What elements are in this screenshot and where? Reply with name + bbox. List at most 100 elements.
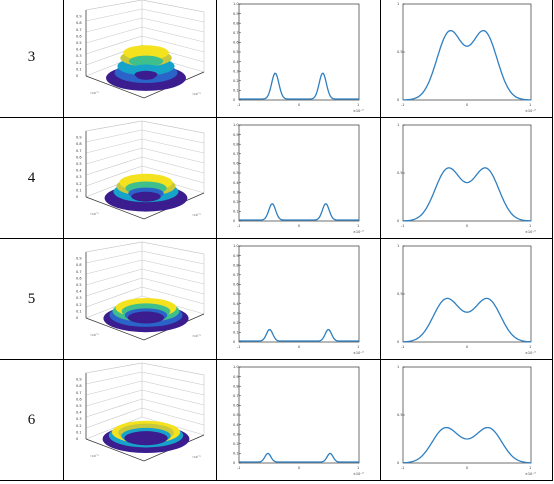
y-tick-label: 0 [233,461,235,465]
profile-cell: 0 0.1 0.2 0.3 0.4 0.5 0.6 0.7 0.8 0.9 1.0 -1 0 1 ×10⁻³ [216,238,381,360]
z-tick-label: 0.8 [76,263,82,267]
y-tick-label: 0.6 [233,162,239,166]
y-tick-label: 0.5 [397,50,403,54]
y-tick-label: 0.7 [233,152,239,156]
y-tick-label: 0 [233,98,235,102]
y-tick-label: 0.6 [233,283,239,287]
x-unit-label: ×10⁻³ [353,230,364,234]
z-tick-label: 0.5 [76,404,82,408]
profile-cell: 0 0.1 0.2 0.3 0.4 0.5 0.6 0.7 0.8 0.9 1.0 -1 0 1 ×10⁻³ [216,117,381,239]
y-tick-label: 0 [233,340,235,344]
z-tick-label: 0.7 [76,270,82,274]
x-tick-label: 0 [298,103,300,107]
y-tick-label: 1.0 [233,365,239,369]
table-row: 3 0 0.1 0.2 0.3 0.4 0.5 0.6 0.7 0.8 0.9 ×10⁻³ ×10⁻³ 0… [0,0,554,118]
series-line [402,297,531,343]
y-tick-label: 0.1 [233,331,239,335]
z-tick-label: 0.3 [76,54,82,58]
row-index: 3 [0,0,65,118]
profile-plot: 00.10.20.30.40.50.60.70.80.91.0-1 0 1×10⁻³ [233,365,364,476]
x-unit-label: ×10⁻³ [525,109,536,113]
ring-surface [106,45,187,91]
x-unit-label: ×10⁻³ [90,333,98,337]
row-index: 6 [0,359,65,481]
y-tick-label: 0.3 [233,311,239,315]
y-tick-label: 1 [397,365,399,369]
y-tick-label: 0.7 [233,394,239,398]
z-tick-label: 0 [76,74,78,78]
x-tick-label: -1 [401,466,405,470]
y-unit-label: ×10⁻³ [192,334,200,338]
x-tick-label: 0 [298,224,300,228]
y-tick-label: 0 [397,219,399,223]
profile2-cell: 0 0.5 1 -1 0 1 ×10⁻³ [379,0,554,118]
ring-surface [102,420,190,454]
y-tick-label: 0.2 [233,200,239,204]
row-index: 5 [0,238,65,360]
z-tick-label: 0 [76,316,78,320]
y-unit-label: ×10⁻³ [192,213,200,217]
z-tick-label: 0.4 [76,290,82,294]
series-line [239,452,360,463]
z-tick-label: 0.7 [76,391,82,395]
profile2-cell: 0 0.5 1 -1 0 1 ×10⁻³ [379,359,554,481]
surface-cell: 0 0.1 0.2 0.3 0.4 0.5 0.6 0.7 0.8 0.9 ×10⁻³ ×10⁻³ [63,238,218,360]
series-line [239,328,360,342]
y-tick-label: 0.9 [233,133,239,137]
y-tick-label: 1.0 [233,123,239,127]
surface-plot: 0 0.1 0.2 0.3 0.4 0.5 0.6 0.7 0.8 0.9 ×10⁻³ ×10⁻³ [76,0,205,99]
y-tick-label: 0 [397,461,399,465]
z-tick-label: 0.2 [76,303,82,307]
surface-plot: 0 0.1 0.2 0.3 0.4 0.5 0.6 0.7 0.8 0.9 ×10⁻³ ×10⁻³ [76,120,205,220]
x-tick-label: 1 [529,466,531,470]
surface-plot: 0 0.1 0.2 0.3 0.4 0.5 0.6 0.7 0.8 0.9 ×10⁻³ ×10⁻³ [76,241,205,341]
y-tick-label: 0.6 [233,41,239,45]
y-tick-label: 0.7 [233,31,239,35]
z-tick-label: 0 [76,195,78,199]
x-tick-label: -1 [237,103,241,107]
profile-cell: 0 0.1 0.2 0.3 0.4 0.5 0.6 0.7 0.8 0.9 1.0 -1 0 1 ×10⁻³ [216,0,381,118]
x-unit-label: ×10⁻³ [90,91,98,95]
y-unit-label: ×10⁻³ [192,92,200,96]
z-tick-label: 0.3 [76,417,82,421]
z-tick-label: 0.4 [76,411,82,415]
z-tick-label: 0.2 [76,424,82,428]
x-tick-label: -1 [401,103,405,107]
series-line [402,167,532,222]
y-tick-label: 0.8 [233,21,239,25]
y-tick-label: 0.4 [233,181,239,185]
z-tick-label: 0.1 [76,188,82,192]
z-tick-label: 0.8 [76,142,82,146]
y-tick-label: 0.4 [233,60,239,64]
y-tick-label: 0.8 [233,263,239,267]
y-tick-label: 0.1 [233,210,239,214]
x-tick-label: 0 [298,466,300,470]
z-tick-label: 0.5 [76,41,82,45]
x-tick-label: 1 [357,345,359,349]
x-tick-label: 1 [357,103,359,107]
x-unit-label: ×10⁻³ [353,109,364,113]
y-tick-label: 1 [397,2,399,6]
series-line [402,29,531,101]
x-unit-label: ×10⁻³ [90,212,98,216]
x-tick-label: -1 [237,224,241,228]
series-line [239,72,360,100]
ring-surface [103,297,189,333]
y-tick-label: 0.8 [233,142,239,146]
y-tick-label: 1.0 [233,244,239,248]
y-tick-label: 0.7 [233,273,239,277]
y-tick-label: 0.9 [233,12,239,16]
x-unit-label: ×10⁻³ [90,454,98,458]
z-tick-label: 0.5 [76,283,82,287]
x-tick-label: -1 [237,466,241,470]
y-tick-label: 0.5 [397,413,403,417]
series-line [239,203,360,221]
y-tick-label: 0.5 [233,50,239,54]
y-tick-label: 1 [397,123,399,127]
ring-surface [104,173,188,212]
y-tick-label: 0 [397,340,399,344]
profile2-plot: 00.51-1 0 1×10⁻³ [397,365,536,476]
y-tick-label: 0.6 [233,404,239,408]
profile2-cell: 0 0.5 1 -1 0 1 ×10⁻³ [379,238,554,360]
